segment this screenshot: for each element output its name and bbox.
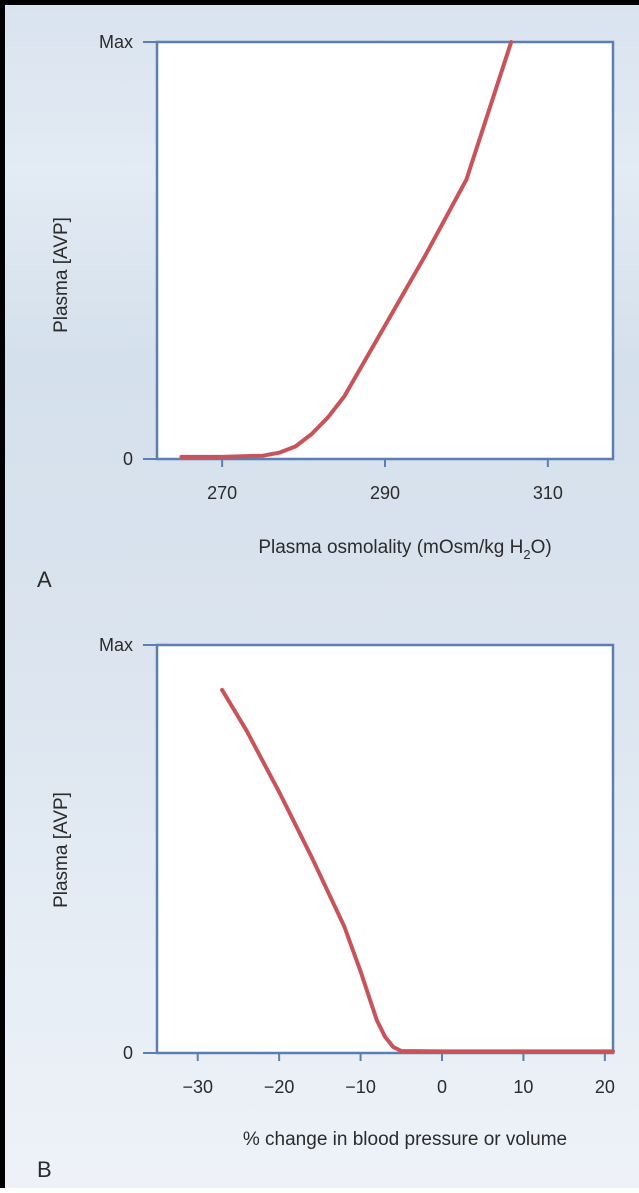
- x-tick-label: 10: [513, 1077, 533, 1097]
- x-tick-label: 290: [370, 483, 400, 503]
- plot-area: [155, 643, 615, 1055]
- y-tick-label: 0: [123, 449, 133, 469]
- x-tick-label: −20: [264, 1077, 295, 1097]
- series-line: [179, 40, 514, 459]
- figure-canvas: 270 290 310 0 Max Plasma [AVP] Plasma osmolali…: [37, 32, 615, 1182]
- chart-panel-a: 270 290 310 0 Max Plasma [AVP] Plasma osmolali…: [37, 32, 615, 592]
- x-tick-label: −30: [182, 1077, 213, 1097]
- y-tick-label: 0: [123, 1043, 133, 1063]
- x-tick-label: 270: [207, 483, 237, 503]
- x-tick-label: 310: [533, 483, 563, 503]
- x-tick-label: −10: [345, 1077, 376, 1097]
- panel-label: A: [37, 567, 52, 592]
- y-tick-label: Max: [99, 32, 133, 52]
- series-line: [220, 687, 615, 1054]
- y-axis-label: Plasma [AVP]: [51, 217, 72, 333]
- x-tick-label: 0: [437, 1077, 447, 1097]
- y-tick-label: Max: [99, 635, 133, 655]
- chart-panel-b: −30 −20 −10 0 10 20 0 Max Plasma [AVP] % change i…: [37, 635, 615, 1182]
- x-axis-label: Plasma osmolality (mOsm/kg H2O): [258, 537, 551, 562]
- y-axis-label: Plasma [AVP]: [51, 792, 72, 908]
- plot-area: [155, 40, 615, 461]
- panel-label: B: [37, 1157, 52, 1182]
- x-axis-label: % change in blood pressure or volume: [243, 1129, 567, 1150]
- x-tick-label: 20: [595, 1077, 615, 1097]
